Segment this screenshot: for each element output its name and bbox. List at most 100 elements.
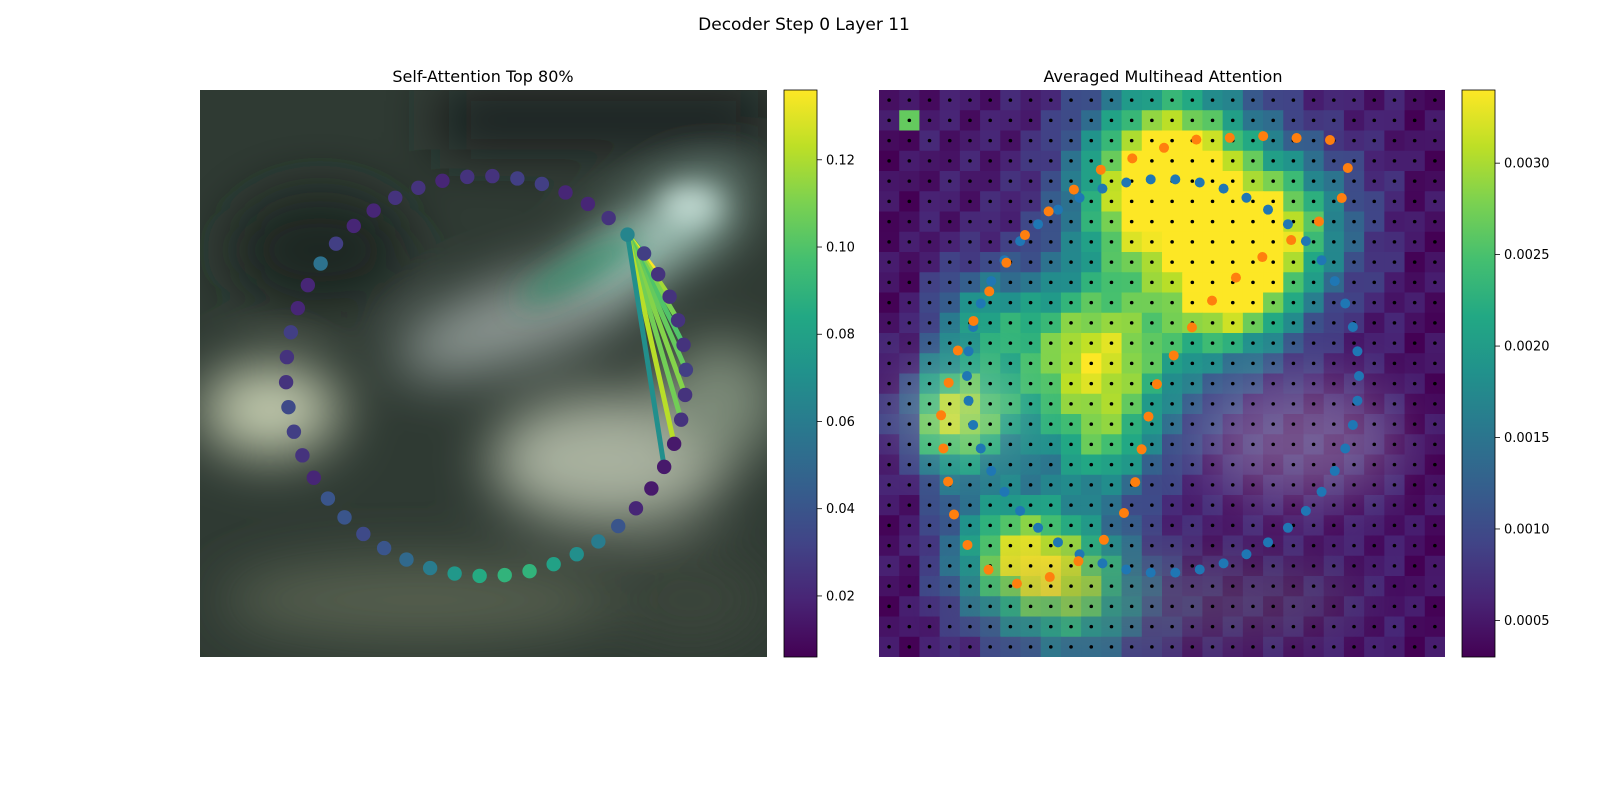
grid-dot: [968, 138, 972, 143]
grid-dot: [1089, 199, 1094, 204]
grid-dot: [1412, 503, 1417, 507]
grid-dot: [988, 462, 992, 467]
grid-dot: [1028, 402, 1033, 406]
grid-dot: [1150, 462, 1154, 467]
grid-dot: [1049, 645, 1053, 649]
grid-dot: [1210, 219, 1215, 224]
grid-dot: [1210, 260, 1215, 264]
grid-dot: [1352, 442, 1356, 447]
grid-dot: [1392, 300, 1397, 305]
grid-dot: [1372, 300, 1377, 305]
grid-dot: [1251, 118, 1255, 123]
grid-dot: [907, 462, 912, 467]
grid-dot: [1069, 381, 1073, 386]
grid-dot: [1392, 624, 1397, 629]
grid-dot: [1412, 564, 1417, 568]
predicted-point: [936, 410, 947, 421]
reference-point: [1074, 192, 1085, 203]
grid-dot: [1372, 280, 1377, 285]
reference-point: [1033, 522, 1044, 533]
attention-point: [460, 169, 475, 185]
grid-dot: [1150, 199, 1154, 204]
grid-dot: [1150, 523, 1154, 528]
grid-dot: [1150, 321, 1154, 325]
grid-dot: [1129, 300, 1134, 305]
grid-dot: [1170, 543, 1174, 548]
grid-dot: [1069, 564, 1073, 568]
grid-dot: [1251, 543, 1255, 548]
grid-dot: [1049, 98, 1053, 102]
grid-dot: [1170, 624, 1174, 629]
grid-dot: [1069, 624, 1073, 629]
grid-dot: [1332, 361, 1336, 366]
grid-dot: [1089, 118, 1094, 123]
grid-dot: [1170, 645, 1174, 649]
grid-dot: [1069, 523, 1073, 528]
colorbar-tick-label: 0.04: [826, 502, 855, 517]
grid-dot: [1089, 462, 1094, 467]
grid-dot: [1311, 300, 1316, 305]
attention-point: [656, 459, 672, 475]
grid-dot: [1332, 483, 1336, 487]
grid-dot: [1210, 604, 1215, 609]
grid-dot: [1150, 219, 1154, 224]
attention-point: [435, 173, 450, 188]
grid-dot: [1230, 503, 1235, 507]
grid-dot: [1008, 564, 1013, 568]
grid-dot: [1129, 645, 1134, 649]
grid-dot: [1291, 199, 1296, 204]
grid-dot: [1049, 300, 1053, 305]
grid-dot: [1251, 584, 1255, 588]
left-panel-background: [200, 90, 767, 657]
reference-point: [1300, 505, 1311, 516]
grid-dot: [1230, 321, 1235, 325]
grid-dot: [1069, 300, 1073, 305]
reference-point: [1263, 537, 1274, 548]
grid-dot: [1069, 402, 1073, 406]
grid-dot: [1089, 300, 1094, 305]
grid-dot: [947, 564, 952, 568]
grid-dot: [988, 179, 992, 183]
grid-dot: [1190, 219, 1195, 224]
predicted-point: [984, 286, 995, 297]
grid-dot: [1028, 98, 1033, 102]
grid-dot: [947, 584, 952, 588]
grid-dot: [1271, 179, 1275, 183]
grid-dot: [1230, 543, 1235, 548]
attention-point: [601, 210, 616, 226]
grid-dot: [887, 422, 891, 426]
grid-dot: [1372, 543, 1377, 548]
grid-dot: [1332, 179, 1336, 183]
grid-dot: [947, 604, 952, 609]
grid-dot: [947, 361, 952, 366]
grid-dot: [1230, 300, 1235, 305]
grid-dot: [1109, 98, 1114, 102]
grid-dot: [1049, 159, 1053, 163]
grid-dot: [1150, 584, 1154, 588]
grid-dot: [1311, 118, 1316, 123]
reference-point: [1170, 567, 1181, 578]
predicted-point: [1313, 216, 1324, 227]
attention-point: [677, 387, 693, 403]
grid-dot: [1069, 98, 1073, 102]
grid-dot: [1190, 462, 1195, 467]
grid-dot: [1008, 422, 1013, 426]
grid-dot: [1251, 260, 1255, 264]
grid-dot: [1190, 300, 1195, 305]
grid-dot: [988, 240, 992, 244]
grid-dot: [1332, 341, 1336, 345]
grid-dot: [1412, 462, 1417, 467]
grid-dot: [907, 118, 912, 123]
grid-dot: [1049, 219, 1053, 224]
grid-dot: [1028, 564, 1033, 568]
colorbar-tick-label: 0.0020: [1504, 340, 1550, 355]
grid-dot: [1332, 462, 1336, 467]
grid-dot: [1352, 138, 1356, 143]
grid-dot: [947, 402, 952, 406]
grid-dot: [1069, 584, 1073, 588]
grid-dot: [887, 604, 891, 609]
grid-dot: [947, 422, 952, 426]
grid-dot: [1109, 543, 1114, 548]
predicted-point: [1068, 184, 1079, 195]
